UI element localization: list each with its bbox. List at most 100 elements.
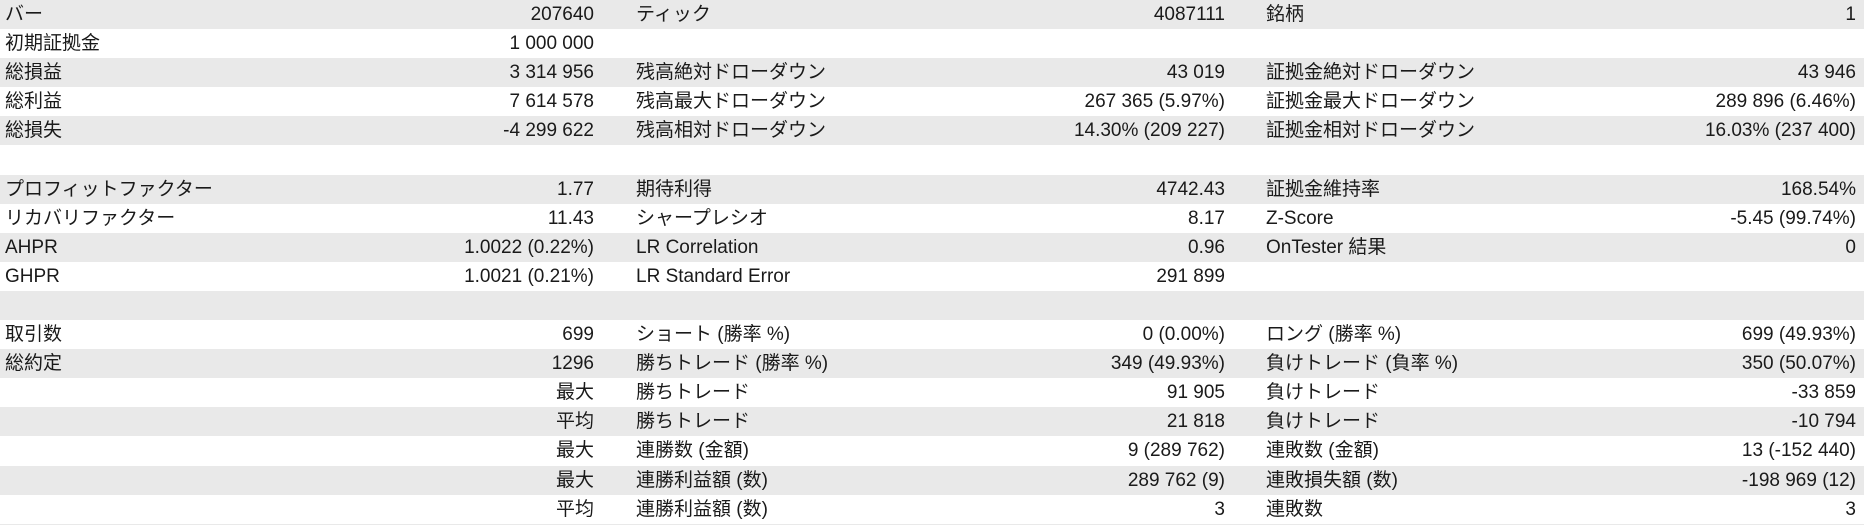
stat-value: 16.03% (237 400) bbox=[1704, 120, 1856, 142]
stat-label: 総損失 bbox=[5, 120, 63, 142]
stat-label: 証拠金最大ドローダウン bbox=[1266, 91, 1476, 113]
stat-value: 1 bbox=[1845, 4, 1856, 25]
stat-label: 負けトレード bbox=[1266, 411, 1381, 433]
stat-label: 勝ちトレード bbox=[636, 382, 751, 404]
report-row: 平均 勝ちトレード 21 818 負けトレード -10 794 bbox=[0, 407, 1864, 437]
report-row: 総利益 7 614 578 残高最大ドローダウン 267 365 (5.97%) 証拠金… bbox=[0, 87, 1864, 116]
stat-label: 取引数 bbox=[5, 324, 63, 346]
stat-label: 期待利得 bbox=[636, 178, 713, 200]
stat-label: 負けトレード bbox=[1266, 382, 1381, 404]
report-row: 平均 連勝利益額 (数) 3 連敗数 3 bbox=[0, 495, 1864, 525]
report-row: 取引数 699 ショート (勝率 %) 0 (0.00%) ロング (勝率 %) 699 … bbox=[0, 320, 1864, 349]
report-row: リカバリファクター 11.43 シャープレシオ 8.17 Z-Score -5.45 (9… bbox=[0, 204, 1864, 233]
stat-value: 9 (289 762) bbox=[1127, 440, 1225, 462]
stat-value: 699 bbox=[562, 324, 594, 346]
stat-value: 289 896 (6.46%) bbox=[1715, 91, 1857, 113]
report-row: プロフィットファクター 1.77 期待利得 4742.43 証拠金維持率 168.54% bbox=[0, 174, 1864, 204]
stat-label: LR Standard Error bbox=[636, 265, 791, 287]
report-row: 最大 勝ちトレード 91 905 負けトレード -33 859 bbox=[0, 378, 1864, 407]
stat-label: 連敗数 bbox=[1266, 498, 1324, 520]
stat-value: 4087111 bbox=[1153, 4, 1225, 25]
stat-value: 3 bbox=[1845, 498, 1856, 520]
stat-label: ショート (勝率 %) bbox=[636, 324, 791, 346]
stat-label: 負けトレード (負率 %) bbox=[1266, 353, 1459, 375]
stat-value: 43 019 bbox=[1166, 62, 1225, 84]
stat-value: 0 (0.00%) bbox=[1142, 324, 1225, 346]
stat-label: リカバリファクター bbox=[5, 207, 176, 229]
stat-value: 7 614 578 bbox=[509, 91, 594, 113]
stat-value: 11.43 bbox=[547, 207, 594, 229]
report-row: 総損失 -4 299 622 残高相対ドローダウン 14.30% (209 227) 証… bbox=[0, 116, 1864, 146]
stat-value: -198 969 (12) bbox=[1741, 469, 1856, 491]
stat-label: 初期証拠金 bbox=[5, 33, 101, 55]
stat-label: 勝ちトレード (勝率 %) bbox=[636, 353, 829, 375]
stat-label: 連勝利益額 (数) bbox=[636, 498, 768, 520]
stat-value: 21 818 bbox=[1166, 411, 1225, 433]
report-row: 総損益 3 314 956 残高絶対ドローダウン 43 019 証拠金絶対ドローダウン 4… bbox=[0, 58, 1864, 88]
report-row: 総約定 1296 勝ちトレード (勝率 %) 349 (49.93%) 負けトレード (… bbox=[0, 349, 1864, 379]
stat-label: AHPR bbox=[5, 236, 58, 258]
stat-value: -33 859 bbox=[1791, 382, 1856, 404]
stat-value: 1 000 000 bbox=[509, 33, 594, 55]
stat-value: 1.77 bbox=[557, 178, 594, 200]
report-row: バー 207640 ティック 4087111 銘柄 1 bbox=[0, 0, 1864, 30]
stat-label: 証拠金絶対ドローダウン bbox=[1266, 62, 1476, 84]
report-row bbox=[0, 145, 1864, 174]
stat-value: 1.0021 (0.21%) bbox=[464, 265, 594, 287]
stat-value: 1.0022 (0.22%) bbox=[464, 236, 594, 258]
stat-label: シャープレシオ bbox=[636, 207, 768, 229]
stat-label: バー bbox=[5, 4, 44, 25]
stat-value: 699 (49.93%) bbox=[1741, 324, 1856, 346]
stat-label: 連敗数 (金額) bbox=[1266, 440, 1379, 462]
stat-value: 43 946 bbox=[1797, 62, 1856, 84]
stat-value: 291 899 bbox=[1156, 265, 1225, 287]
stat-value: 3 bbox=[1214, 498, 1225, 520]
stat-label: 残高相対ドローダウン bbox=[636, 120, 827, 142]
stat-label: 残高最大ドローダウン bbox=[636, 91, 827, 113]
stat-value: 0.96 bbox=[1188, 236, 1225, 258]
stat-value: 349 (49.93%) bbox=[1110, 353, 1225, 375]
stat-label: 連敗損失額 (数) bbox=[1266, 469, 1398, 491]
stat-label: Z-Score bbox=[1266, 207, 1334, 229]
stat-label: プロフィットファクター bbox=[5, 178, 213, 200]
stat-label: 残高絶対ドローダウン bbox=[636, 62, 827, 84]
stat-value: -4 299 622 bbox=[503, 120, 594, 142]
stat-value: 平均 bbox=[555, 498, 594, 520]
report-row: GHPR 1.0021 (0.21%) LR Standard Error 291 8… bbox=[0, 262, 1864, 291]
report-row: 最大 連勝利益額 (数) 289 762 (9) 連敗損失額 (数) -198 969 … bbox=[0, 465, 1864, 495]
stat-label: 連勝数 (金額) bbox=[636, 440, 749, 462]
stat-value: 289 762 (9) bbox=[1127, 469, 1225, 491]
stat-value: 14.30% (209 227) bbox=[1073, 120, 1225, 142]
stat-value: 207640 bbox=[530, 4, 594, 25]
stat-value: 91 905 bbox=[1166, 382, 1225, 404]
stat-value: 168.54% bbox=[1780, 178, 1856, 200]
stat-label: 勝ちトレード bbox=[636, 411, 751, 433]
stat-value: 0 bbox=[1845, 236, 1856, 258]
stat-label: 証拠金相対ドローダウン bbox=[1266, 120, 1476, 142]
stat-value: 1296 bbox=[551, 353, 594, 375]
stat-value: 8.17 bbox=[1188, 207, 1225, 229]
stat-value: 13 (-152 440) bbox=[1741, 440, 1856, 462]
stat-value: 350 (50.07%) bbox=[1741, 353, 1856, 375]
stat-label: 総損益 bbox=[5, 62, 63, 84]
report-row: AHPR 1.0022 (0.22%) LR Correlation 0.96 OnTe… bbox=[0, 232, 1864, 262]
stat-label: LR Correlation bbox=[636, 236, 759, 258]
stat-label: OnTester 結果 bbox=[1266, 236, 1387, 258]
stat-value: 平均 bbox=[555, 411, 594, 433]
stat-value: 最大 bbox=[555, 440, 594, 462]
report-row: 初期証拠金 1 000 000 bbox=[0, 29, 1864, 58]
stat-label: 証拠金維持率 bbox=[1266, 178, 1381, 200]
stat-label: 銘柄 bbox=[1266, 4, 1305, 25]
stat-value: 4742.43 bbox=[1156, 178, 1225, 200]
stat-value: 最大 bbox=[555, 469, 594, 491]
report-row bbox=[0, 290, 1864, 321]
stat-value: 3 314 956 bbox=[509, 62, 594, 84]
stat-label: 連勝利益額 (数) bbox=[636, 469, 768, 491]
stat-label: ロング (勝率 %) bbox=[1266, 324, 1402, 346]
report-row: 最大 連勝数 (金額) 9 (289 762) 連敗数 (金額) 13 (-152 44… bbox=[0, 436, 1864, 465]
stat-label: 総約定 bbox=[5, 353, 63, 375]
stat-value: 267 365 (5.97%) bbox=[1084, 91, 1226, 113]
stat-label: GHPR bbox=[5, 265, 60, 287]
stat-value: -10 794 bbox=[1791, 411, 1856, 433]
